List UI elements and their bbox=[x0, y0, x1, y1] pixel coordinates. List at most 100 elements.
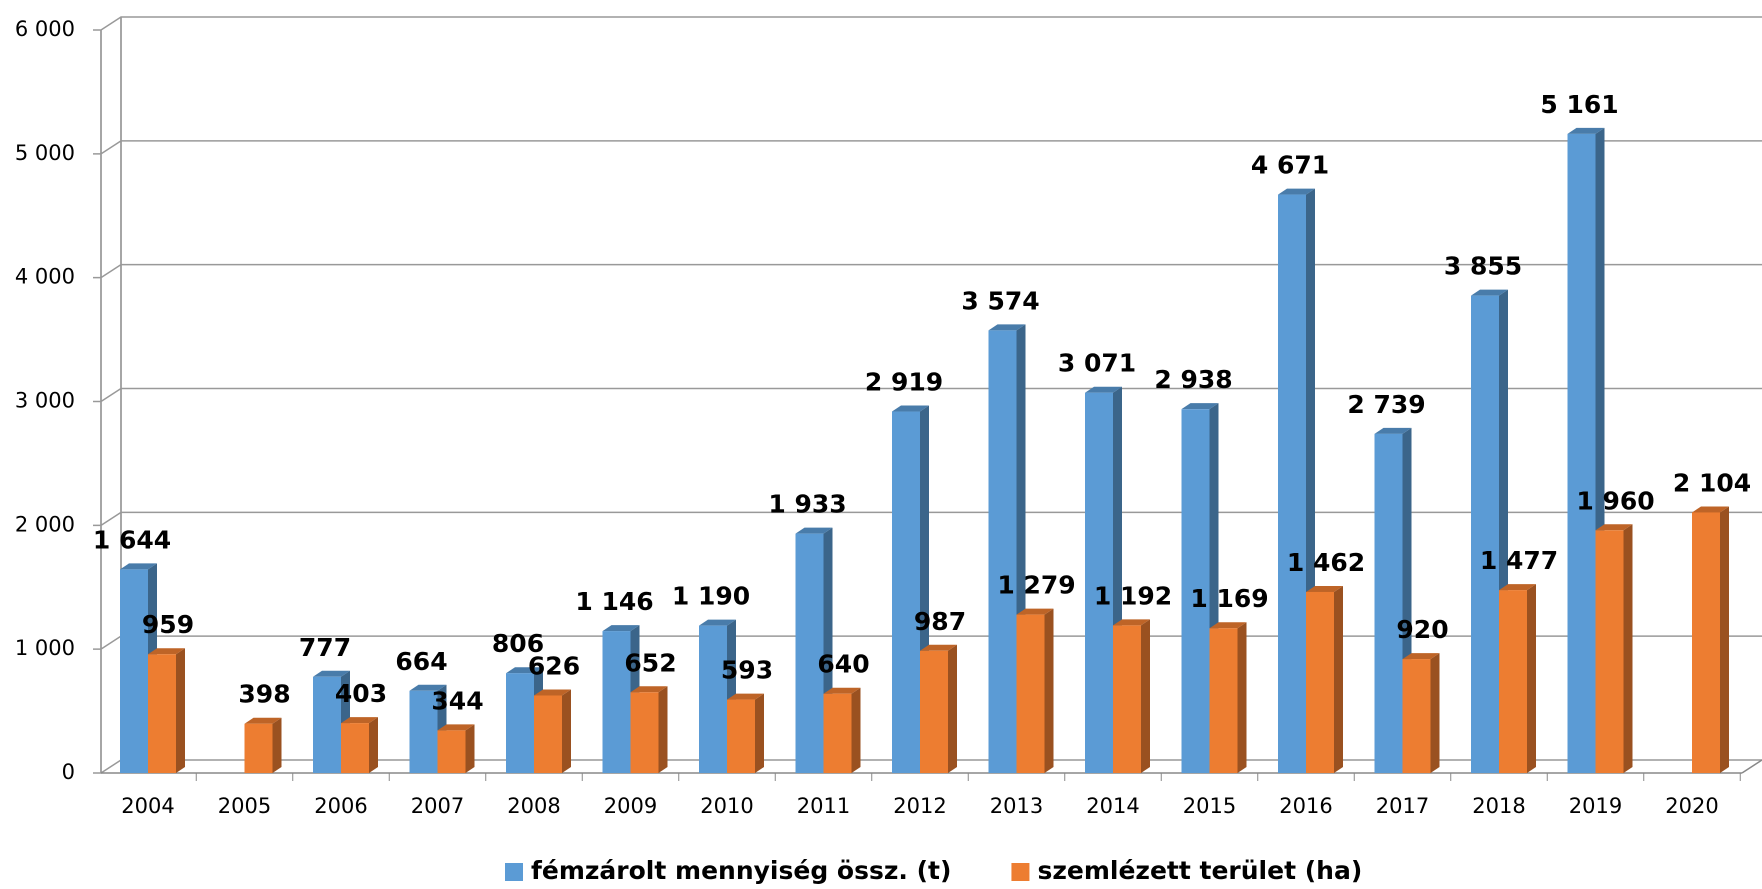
bar-top bbox=[1499, 584, 1536, 591]
x-tick-label: 2014 bbox=[1086, 794, 1139, 818]
value-label: 920 bbox=[1396, 615, 1448, 644]
bar bbox=[1181, 409, 1210, 773]
x-tick-label: 2011 bbox=[797, 794, 850, 818]
bar-top bbox=[988, 324, 1026, 331]
bar-top bbox=[1567, 127, 1605, 134]
x-tick-label: 2004 bbox=[121, 794, 174, 818]
bar-top bbox=[1692, 506, 1729, 513]
bar-top bbox=[1016, 608, 1054, 615]
x-tick-label: 2008 bbox=[507, 794, 560, 818]
x-tick-label: 2019 bbox=[1569, 794, 1622, 818]
value-label: 3 071 bbox=[1058, 349, 1136, 378]
value-label: 652 bbox=[624, 648, 676, 677]
bar-top bbox=[602, 625, 640, 632]
bar-side bbox=[1141, 619, 1150, 773]
x-tick-label: 2010 bbox=[700, 794, 753, 818]
value-label: 1 462 bbox=[1287, 548, 1365, 577]
bar-top bbox=[534, 689, 571, 696]
value-label: 2 919 bbox=[865, 368, 943, 397]
grid-line bbox=[93, 263, 1762, 279]
bar bbox=[341, 723, 369, 773]
bar bbox=[727, 699, 755, 773]
value-label: 1 190 bbox=[672, 582, 750, 611]
grid-line bbox=[93, 635, 1762, 650]
value-label: 5 161 bbox=[1540, 90, 1618, 119]
value-label: 2 104 bbox=[1673, 468, 1751, 497]
bar-top bbox=[506, 667, 543, 674]
x-tick-label: 2020 bbox=[1665, 794, 1718, 818]
bar bbox=[1471, 295, 1499, 773]
x-tick-label: 2006 bbox=[314, 794, 367, 818]
grid-line bbox=[93, 16, 1762, 31]
x-tick-label: 2009 bbox=[604, 794, 657, 818]
value-label: 2 739 bbox=[1347, 390, 1425, 419]
value-label: 1 960 bbox=[1576, 486, 1654, 515]
bar bbox=[988, 330, 1017, 773]
grid-line bbox=[93, 140, 1762, 155]
value-label: 344 bbox=[431, 686, 483, 715]
bar bbox=[1209, 628, 1238, 773]
value-label: 806 bbox=[492, 629, 544, 658]
bar-top bbox=[409, 684, 447, 691]
legend-swatch bbox=[505, 863, 523, 881]
bar bbox=[699, 625, 727, 773]
bar-top bbox=[148, 648, 185, 655]
y-tick-label: 4 000 bbox=[15, 265, 75, 289]
bar-top bbox=[1471, 289, 1508, 296]
value-label: 626 bbox=[528, 651, 580, 680]
value-label: 3 855 bbox=[1444, 252, 1522, 281]
value-label: 593 bbox=[721, 656, 773, 685]
bar-top bbox=[795, 527, 833, 534]
legend-label: fémzárolt mennyiség össz. (t) bbox=[531, 856, 951, 885]
value-label: 1 279 bbox=[997, 571, 1075, 600]
bar-top bbox=[630, 686, 668, 693]
bar-top bbox=[823, 687, 861, 694]
bar-top bbox=[920, 644, 957, 651]
bar bbox=[148, 654, 176, 773]
bar-side bbox=[1527, 584, 1536, 773]
x-tick-label: 2016 bbox=[1279, 794, 1332, 818]
value-label: 1 644 bbox=[93, 525, 171, 554]
bar bbox=[1499, 590, 1527, 773]
legend-label: szemlézett terület (ha) bbox=[1037, 856, 1362, 885]
bar bbox=[1374, 433, 1403, 773]
y-tick-label: 3 000 bbox=[15, 389, 75, 413]
bar bbox=[1278, 194, 1306, 774]
x-tick-label: 2005 bbox=[218, 794, 271, 818]
x-tick-label: 2018 bbox=[1472, 794, 1525, 818]
value-label: 1 192 bbox=[1094, 581, 1172, 610]
bar-top bbox=[1085, 386, 1122, 393]
value-label: 1 933 bbox=[768, 490, 846, 519]
grid-line bbox=[93, 511, 1762, 527]
value-label: 959 bbox=[142, 610, 194, 639]
bar-top bbox=[120, 563, 157, 570]
value-label: 1 169 bbox=[1190, 584, 1268, 613]
bar-top bbox=[244, 717, 282, 724]
value-label: 1 477 bbox=[1480, 546, 1558, 575]
x-tick-label: 2017 bbox=[1376, 794, 1429, 818]
bar-top bbox=[1181, 403, 1219, 410]
value-label: 4 671 bbox=[1251, 151, 1329, 180]
bar-top bbox=[1209, 622, 1247, 629]
bar-side bbox=[465, 724, 475, 773]
bar-top bbox=[1113, 619, 1150, 626]
bar bbox=[1113, 625, 1141, 773]
value-label: 987 bbox=[914, 607, 966, 636]
bar-top bbox=[341, 717, 378, 724]
bar bbox=[244, 723, 273, 773]
bar-top bbox=[1402, 653, 1440, 660]
bar-side bbox=[1334, 585, 1343, 773]
legend-swatch bbox=[1011, 863, 1030, 881]
bar-top bbox=[1595, 524, 1633, 531]
bar bbox=[630, 692, 659, 773]
value-label: 3 574 bbox=[961, 286, 1039, 315]
bar bbox=[1016, 614, 1045, 773]
bar bbox=[1595, 530, 1624, 773]
bar-top bbox=[437, 724, 475, 731]
value-label: 1 146 bbox=[575, 587, 653, 616]
value-label: 640 bbox=[817, 650, 869, 679]
bar-side bbox=[1720, 506, 1729, 773]
bar-side bbox=[851, 687, 861, 773]
bar bbox=[1692, 512, 1720, 773]
